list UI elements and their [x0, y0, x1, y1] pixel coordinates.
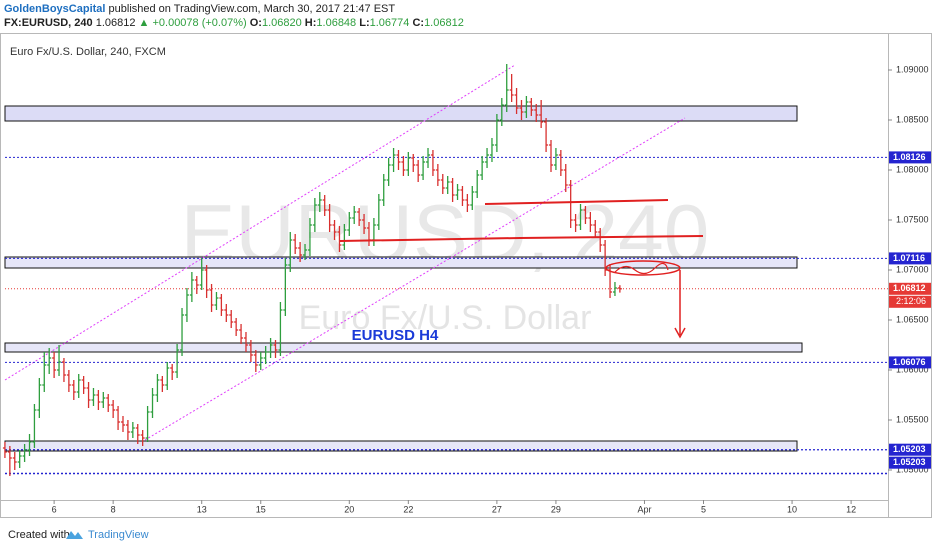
h: 1.06848 — [316, 17, 357, 29]
x-tick-label: 12 — [846, 504, 856, 514]
y-tick-label: 1.07000 — [896, 264, 929, 274]
y-tick-label: 1.05500 — [896, 414, 929, 424]
level-label-box — [889, 356, 931, 369]
x-tick-label: 5 — [701, 504, 706, 514]
arrow-head — [674, 327, 686, 339]
zone — [4, 342, 803, 353]
published: published on TradingView.com, March 30, … — [108, 3, 396, 15]
y-tick-label: 1.05000 — [896, 464, 929, 474]
channel-line — [144, 117, 686, 441]
y-tick-label: 1.06000 — [896, 364, 929, 374]
l-label: L: — [359, 17, 370, 29]
x-tick-label: 8 — [111, 504, 116, 514]
level-label-box — [889, 151, 931, 164]
level-label: 1.07116 — [893, 253, 925, 263]
level-label: 1.05203 — [893, 457, 926, 467]
l: 1.06774 — [369, 17, 410, 29]
level-label-box — [889, 443, 931, 456]
zone — [4, 256, 798, 269]
x-tick-label: 15 — [256, 504, 266, 514]
zone — [4, 105, 798, 122]
last-price-label: 1.06812 — [893, 283, 926, 293]
level-label-box — [889, 252, 931, 265]
level-label-box — [889, 456, 931, 469]
change: ▲ +0.00078 (+0.07%) — [138, 17, 247, 29]
oval — [605, 260, 681, 276]
watermark-subtitle: Euro Fx/U.S. Dollar — [299, 299, 592, 337]
x-tick-label: 20 — [344, 504, 354, 514]
x-tick-label: 6 — [52, 504, 57, 514]
author[interactable]: GoldenBoysCapital — [4, 3, 106, 15]
countdown-box — [889, 295, 931, 308]
wave — [614, 262, 669, 275]
header: GoldenBoysCapital published on TradingVi… — [4, 2, 464, 30]
last: 1.06812 — [95, 17, 136, 29]
c-label: C: — [412, 17, 425, 29]
plot — [2, 64, 888, 476]
h-label: H: — [304, 17, 317, 29]
level-label: 1.06076 — [893, 357, 926, 367]
annotation: EURUSD H4 — [352, 327, 439, 344]
o-label: O: — [249, 17, 262, 29]
countdown: 2:12:06 — [896, 296, 926, 306]
y-tick-label: 1.08000 — [896, 164, 929, 174]
last-price-box — [889, 282, 931, 295]
logo — [66, 531, 83, 539]
x-tick-label: 22 — [403, 504, 413, 514]
x-tick-label: 27 — [492, 504, 502, 514]
trend-line — [484, 199, 669, 205]
footer-created: Created with — [8, 529, 70, 541]
level-label: 1.08126 — [893, 152, 926, 162]
x-tick-label: 13 — [197, 504, 207, 514]
level-label: 1.05203 — [893, 444, 926, 454]
header-line-2: FX:EURUSD, 240 1.06812 ▲ +0.00078 (+0.07… — [4, 16, 464, 30]
x-tick-label: 10 — [787, 504, 797, 514]
c: 1.06812 — [424, 17, 464, 29]
axes: 1.05000 1.05500 1.06000 1.06500 1.07000 1.075… — [52, 64, 931, 514]
zones — [4, 105, 803, 452]
y-tick-label: 1.07500 — [896, 214, 929, 224]
footer-brand[interactable]: TradingView — [88, 529, 149, 541]
chart-title: Euro Fx/U.S. Dollar, 240, FXCM — [10, 46, 166, 58]
trend-line — [339, 235, 704, 242]
x-tick-label: Apr — [637, 504, 651, 514]
header-line-1: GoldenBoysCapital published on TradingVi… — [4, 2, 464, 16]
o: 1.06820 — [261, 17, 302, 29]
x-tick-label: 29 — [551, 504, 561, 514]
y-tick-label: 1.06500 — [896, 314, 929, 324]
y-tick-label: 1.09000 — [896, 64, 929, 74]
y-tick-label: 1.08500 — [896, 114, 929, 124]
symbol: FX:EURUSD, 240 — [4, 17, 93, 29]
